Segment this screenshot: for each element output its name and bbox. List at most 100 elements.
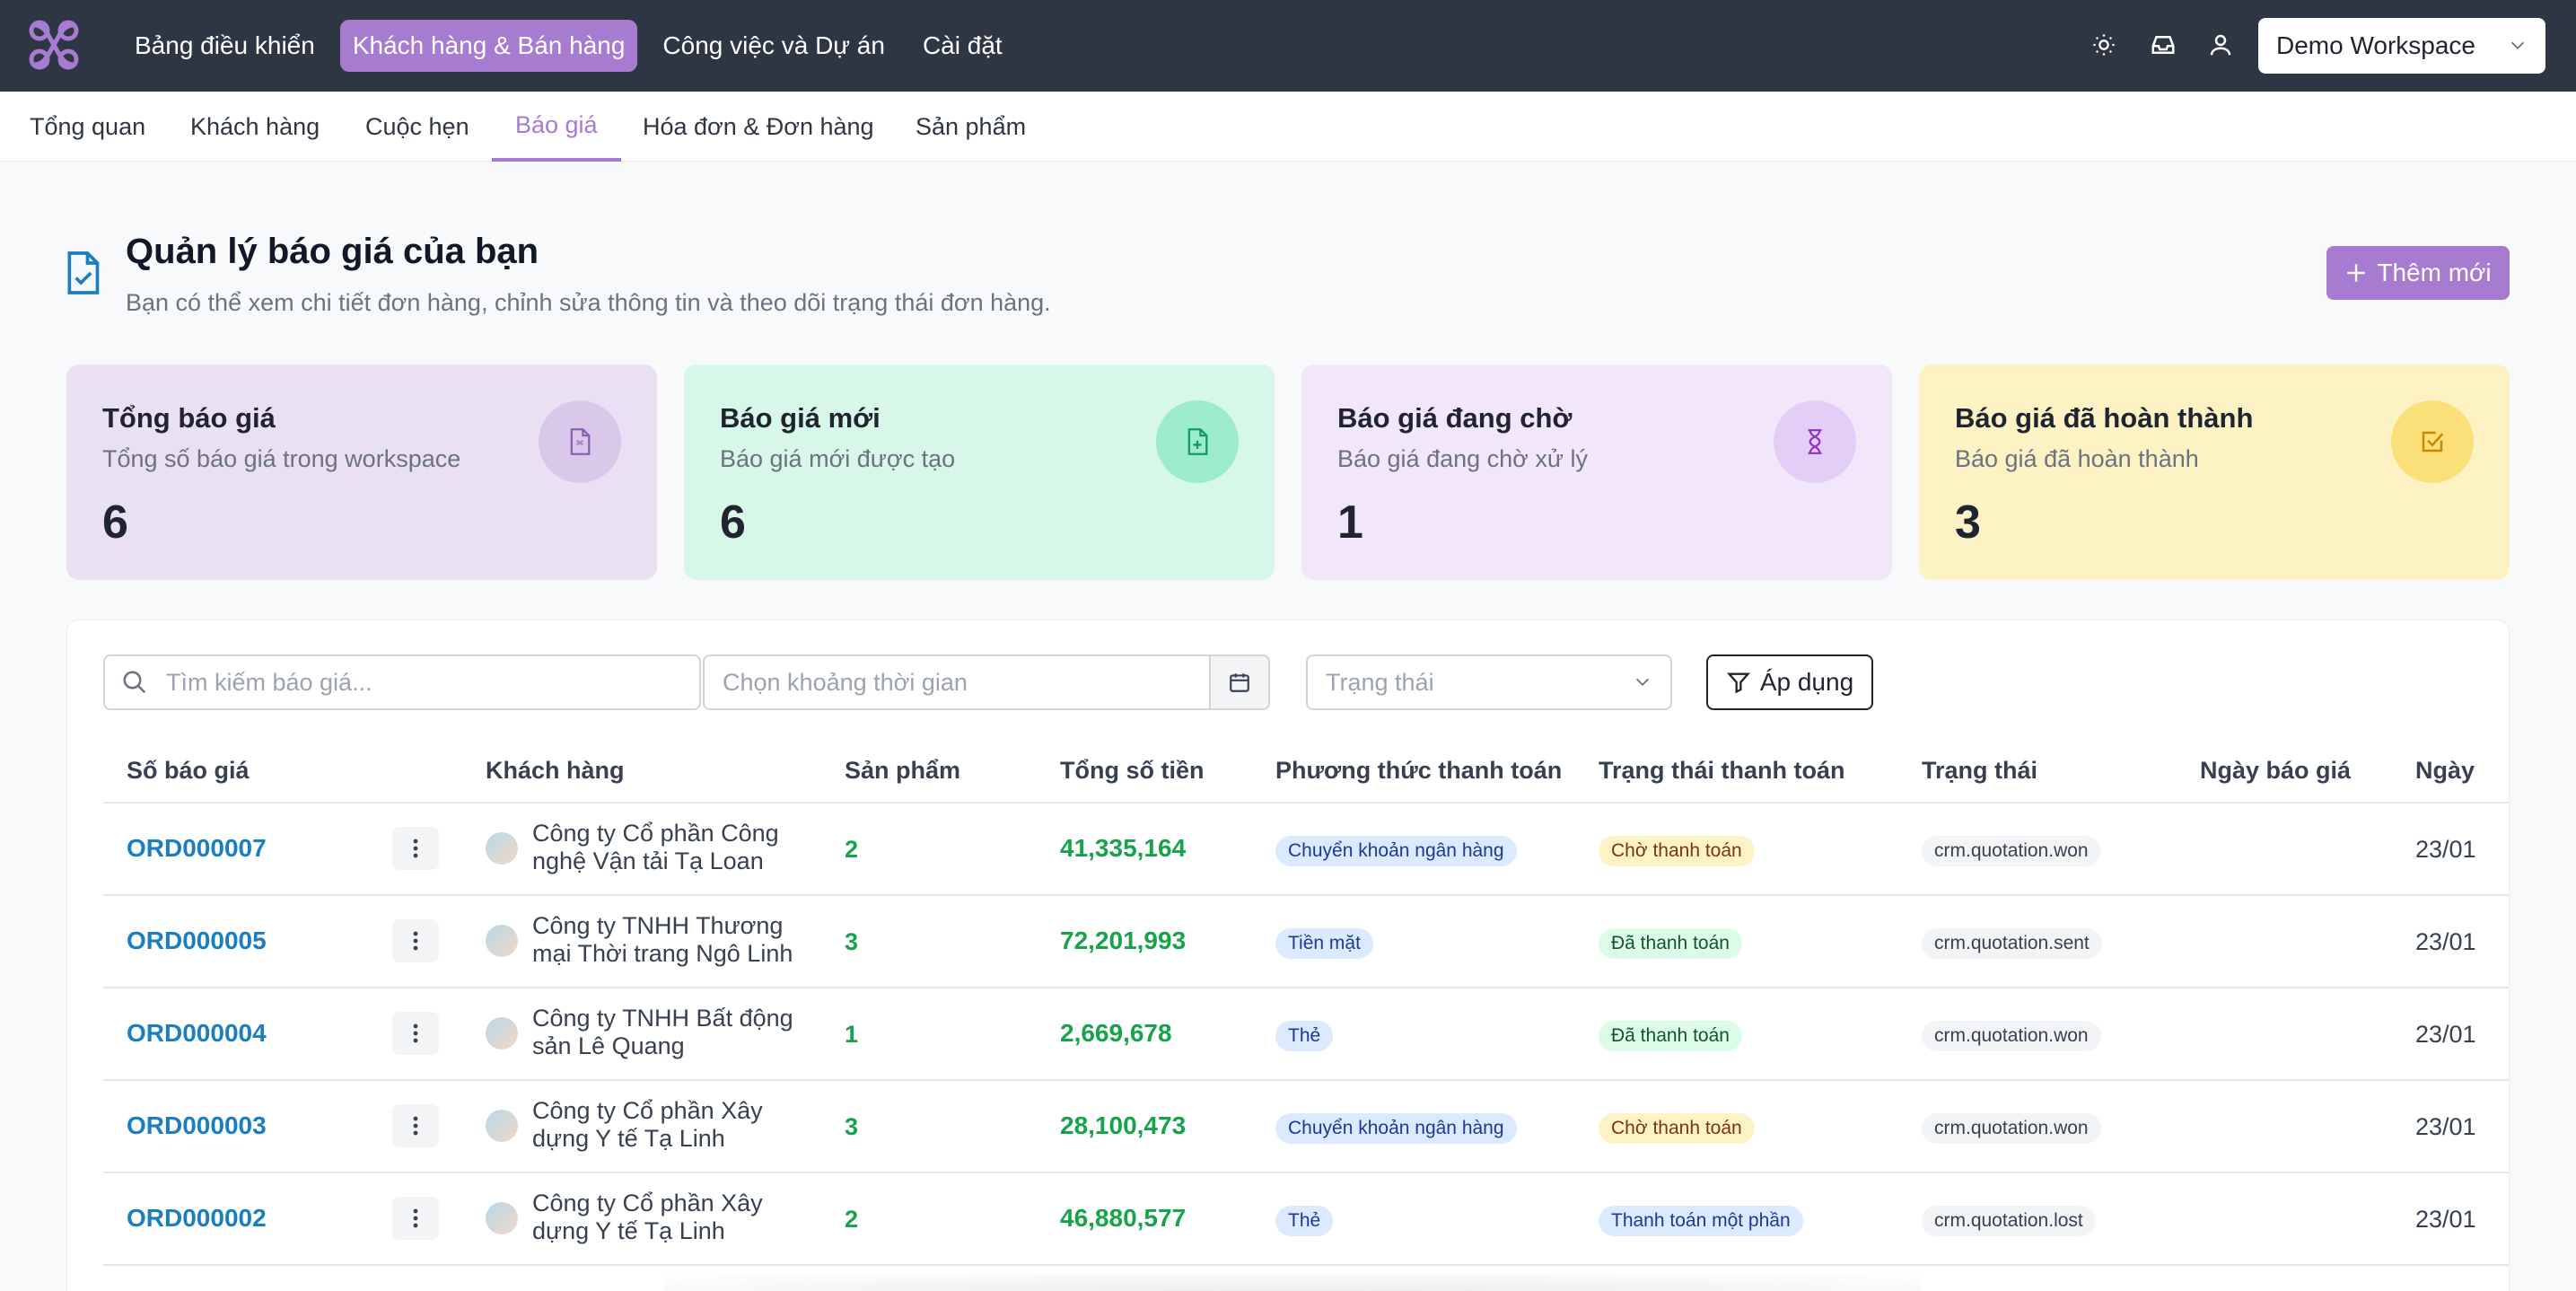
avatar (486, 1110, 518, 1142)
add-new-button[interactable]: Thêm mới (2326, 246, 2510, 300)
col-quote-date[interactable]: Ngày báo giá (2200, 757, 2352, 784)
add-new-label: Thêm mới (2377, 259, 2492, 286)
date-placeholder: Chọn khoảng thời gian (723, 668, 968, 696)
col-total[interactable]: Tổng số tiền (1060, 757, 1205, 784)
table-header: Số báo giá Khách hàng Sản phẩm Tổng số t… (103, 737, 2509, 804)
stat-title: Tổng báo giá (102, 402, 276, 434)
apply-label: Áp dụng (1759, 668, 1854, 696)
hourglass-icon (1774, 400, 1856, 483)
plus-icon (2347, 264, 2366, 282)
quote-number-link[interactable]: ORD000004 (127, 1019, 267, 1047)
table-row[interactable]: ORD000004 Công ty TNHH Bất động sản Lê Qu… (103, 988, 2509, 1081)
total-amount: 46,880,577 (1060, 1204, 1187, 1232)
table-row[interactable]: ORD000003 Công ty Cổ phần Xây dựng Y tế T… (103, 1081, 2509, 1173)
customer-name[interactable]: Công ty TNHH Bất động sản Lê Quang (532, 1005, 793, 1059)
quote-number-link[interactable]: ORD000002 (127, 1204, 267, 1232)
payment-status-badge: Đã thanh toán (1599, 1021, 1742, 1051)
payment-method-badge: Tiền mặt (1275, 928, 1373, 959)
nav-settings[interactable]: Cài đặt (922, 31, 1003, 59)
col-quote-number[interactable]: Số báo giá (127, 757, 250, 784)
col-payment-method[interactable]: Phương thức thanh toán (1275, 757, 1563, 784)
col-products[interactable]: Sản phẩm (845, 757, 961, 784)
quote-number-link[interactable]: ORD000005 (127, 927, 267, 954)
more-actions-icon[interactable] (392, 1012, 439, 1055)
tab-products[interactable]: Sản phẩm (916, 112, 1027, 140)
file-icon (539, 400, 621, 483)
tab-appointments[interactable]: Cuộc hẹn (365, 112, 469, 140)
more-actions-icon[interactable] (392, 1104, 439, 1147)
col-date[interactable]: Ngày (2415, 757, 2475, 784)
date-range-input[interactable]: Chọn khoảng thời gian (703, 654, 1270, 710)
avatar (486, 832, 518, 865)
user-icon[interactable] (2203, 27, 2239, 63)
avatar (486, 1202, 518, 1234)
more-actions-icon[interactable] (392, 1197, 439, 1240)
stat-subtitle: Tổng số báo giá trong workspace (102, 445, 461, 472)
nav-dashboard[interactable]: Bảng điều khiển (135, 31, 315, 59)
main-nav: Bảng điều khiển Khách hàng & Bán hàng Cô… (122, 20, 1015, 72)
tab-invoices-orders[interactable]: Hóa đơn & Đơn hàng (643, 112, 874, 140)
inbox-icon[interactable] (2145, 27, 2181, 63)
payment-status-badge: Chờ thanh toán (1599, 1113, 1755, 1144)
chevron-down-icon (1635, 678, 1650, 687)
stat-card-completed: Báo giá đã hoàn thành Báo giá đã hoàn th… (1919, 364, 2510, 580)
stat-title: Báo giá đã hoàn thành (1955, 402, 2254, 434)
quote-number-link[interactable]: ORD000007 (127, 834, 267, 862)
stat-subtitle: Báo giá đã hoàn thành (1955, 445, 2199, 472)
tab-overview[interactable]: Tổng quan (30, 112, 146, 140)
search-icon (123, 671, 146, 694)
page-subtitle: Bạn có thể xem chi tiết đơn hàng, chỉnh … (126, 289, 1051, 316)
status-badge: crm.quotation.won (1922, 1021, 2101, 1051)
sun-icon[interactable] (2086, 27, 2122, 63)
table-row[interactable]: ORD000005 Công ty TNHH Thương mại Thời tr… (103, 896, 2509, 988)
app-logo-icon[interactable] (27, 18, 81, 72)
date-cell: 23/01 (2415, 836, 2476, 863)
top-navbar: Bảng điều khiển Khách hàng & Bán hàng Cô… (0, 0, 2576, 92)
status-badge: crm.quotation.won (1922, 836, 2101, 866)
status-placeholder: Trạng thái (1326, 668, 1434, 696)
payment-status-badge: Thanh toán một phần (1599, 1206, 1803, 1236)
stat-card-total: Tổng báo giá Tổng số báo giá trong works… (66, 364, 657, 580)
avatar (486, 1017, 518, 1049)
product-count: 2 (845, 836, 859, 863)
search-input[interactable]: Tìm kiếm báo giá... (103, 654, 701, 710)
nav-customers-sales[interactable]: Khách hàng & Bán hàng (339, 20, 638, 72)
table-row[interactable]: ORD000007 Công ty Cổ phần Công nghệ Vận t… (103, 804, 2509, 896)
customer-name[interactable]: Công ty Cổ phần Công nghệ Vận tải Tạ Loa… (532, 820, 779, 874)
stat-card-new: Báo giá mới Báo giá mới được tạo 6 (684, 364, 1275, 580)
apply-filter-button[interactable]: Áp dụng (1706, 654, 1873, 710)
customer-name[interactable]: Công ty Cổ phần Xây dựng Y tế Tạ Linh (532, 1190, 763, 1244)
stat-value: 3 (1955, 496, 1981, 549)
customer-name[interactable]: Công ty TNHH Thương mại Thời trang Ngô L… (532, 912, 793, 967)
scroll-shadow (664, 1275, 1921, 1291)
table-row[interactable]: ORD000002 Công ty Cổ phần Xây dựng Y tế T… (103, 1173, 2509, 1266)
quote-number-link[interactable]: ORD000003 (127, 1111, 267, 1139)
calendar-icon[interactable] (1209, 656, 1268, 708)
col-payment-status[interactable]: Trạng thái thanh toán (1599, 757, 1845, 784)
total-amount: 72,201,993 (1060, 927, 1187, 954)
stat-card-pending: Báo giá đang chờ Báo giá đang chờ xử lý … (1301, 364, 1892, 580)
col-status[interactable]: Trạng thái (1922, 757, 2038, 784)
date-cell: 23/01 (2415, 1206, 2476, 1233)
customer-name[interactable]: Công ty Cổ phần Xây dựng Y tế Tạ Linh (532, 1097, 763, 1152)
filter-icon (1726, 672, 1750, 694)
more-actions-icon[interactable] (392, 827, 439, 870)
status-select[interactable]: Trạng thái (1306, 654, 1672, 710)
file-plus-icon (1156, 400, 1239, 483)
col-customer[interactable]: Khách hàng (486, 757, 625, 784)
stat-value: 6 (102, 496, 128, 549)
product-count: 1 (845, 1021, 859, 1048)
stat-title: Báo giá mới (720, 402, 881, 434)
payment-method-badge: Thẻ (1275, 1206, 1334, 1236)
workspace-name: Demo Workspace (2276, 31, 2476, 59)
workspace-select[interactable]: Demo Workspace (2258, 18, 2545, 74)
tab-customers[interactable]: Khách hàng (190, 112, 320, 140)
payment-status-badge: Đã thanh toán (1599, 928, 1742, 959)
quotations-panel: Tìm kiếm báo giá... Chọn khoảng thời gia… (66, 619, 2510, 1291)
tab-quotations[interactable]: Báo giá (492, 92, 621, 162)
file-check-icon (67, 251, 100, 294)
nav-tasks-projects[interactable]: Công việc và Dự án (662, 31, 885, 59)
more-actions-icon[interactable] (392, 919, 439, 962)
status-badge: crm.quotation.sent (1922, 928, 2102, 959)
date-cell: 23/01 (2415, 1021, 2476, 1048)
